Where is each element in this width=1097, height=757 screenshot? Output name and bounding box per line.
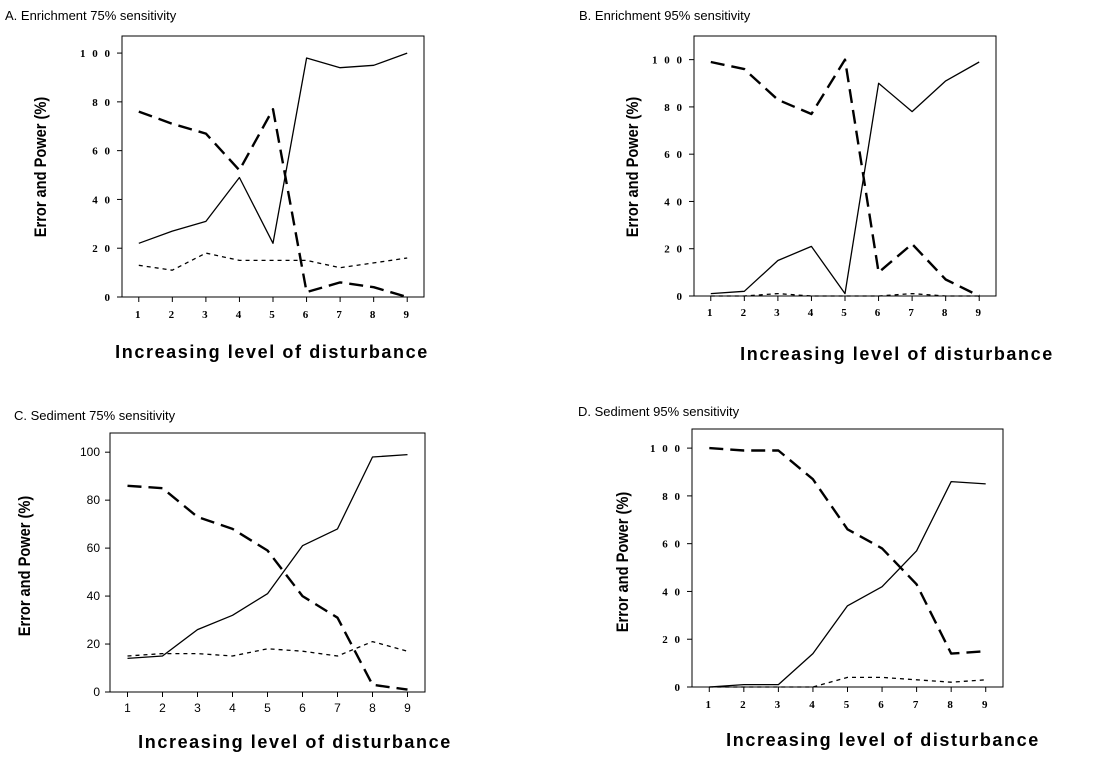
x-tick-label: 4 bbox=[809, 699, 817, 711]
y-tick-label: 2 0 bbox=[92, 243, 112, 255]
y-tick-label: 8 0 bbox=[664, 102, 684, 114]
x-tick-label: 2 bbox=[741, 307, 749, 319]
y-tick-label: 6 0 bbox=[662, 539, 682, 551]
y-tick-label: 6 0 bbox=[92, 146, 112, 158]
chart-panel-b: B. Enrichment 95% sensitivity Error and P… bbox=[579, 8, 1054, 364]
y-tick-label: 1 0 0 bbox=[652, 55, 684, 67]
x-tick-label: 7 bbox=[913, 699, 921, 711]
y-tick-label: 1 0 0 bbox=[650, 443, 682, 455]
x-tick-label: 7 bbox=[334, 701, 341, 715]
y-tick-label: 20 bbox=[87, 637, 101, 651]
x-tick-label: 5 bbox=[841, 307, 849, 319]
x-tick-label: 5 bbox=[264, 701, 271, 715]
series-line-long-dash bbox=[709, 446, 986, 655]
y-tick-label: 0 bbox=[675, 682, 683, 694]
chart-panel-c: C. Sediment 75% sensitivity Error and Pow… bbox=[14, 408, 452, 752]
y-axis-title: Error and Power (%) bbox=[624, 97, 642, 237]
series-line-long-dash bbox=[710, 58, 980, 298]
x-tick-label: 2 bbox=[740, 699, 748, 711]
plot-area-frame bbox=[121, 35, 425, 298]
x-tick-label: 4 bbox=[229, 701, 236, 715]
x-tick-label: 4 bbox=[808, 307, 816, 319]
series-line-solid bbox=[710, 61, 980, 295]
x-tick-label: 2 bbox=[159, 701, 166, 715]
x-tick-label: 5 bbox=[844, 699, 852, 711]
series-line-solid bbox=[127, 453, 408, 660]
x-tick-label: 2 bbox=[169, 309, 177, 321]
series-line-solid bbox=[138, 52, 408, 244]
y-tick-label: 80 bbox=[87, 493, 101, 507]
plot-area-frame bbox=[691, 428, 1004, 688]
series-line-long-dash bbox=[138, 107, 408, 299]
x-tick-label: 8 bbox=[942, 307, 950, 319]
y-axis-title: Error and Power (%) bbox=[16, 496, 34, 636]
x-tick-label: 7 bbox=[336, 309, 344, 321]
y-tick-label: 2 0 bbox=[664, 244, 684, 256]
y-tick-label: 4 0 bbox=[662, 586, 682, 598]
x-axis-title: Increasing level of disturbance bbox=[138, 732, 452, 752]
y-tick-label: 60 bbox=[87, 541, 101, 555]
series-line-solid bbox=[709, 480, 986, 688]
series-line-short-dash bbox=[709, 676, 986, 688]
y-tick-label: 100 bbox=[80, 445, 100, 459]
x-tick-label: 6 bbox=[303, 309, 311, 321]
plot-area-frame bbox=[693, 35, 997, 297]
x-tick-label: 9 bbox=[404, 701, 411, 715]
y-tick-label: 8 0 bbox=[662, 491, 682, 503]
y-axis-title: Error and Power (%) bbox=[32, 97, 50, 237]
y-tick-label: 0 bbox=[677, 291, 685, 303]
series-line-long-dash bbox=[127, 484, 408, 691]
x-tick-label: 6 bbox=[299, 701, 306, 715]
series-line-short-dash bbox=[127, 640, 408, 657]
x-tick-label: 3 bbox=[202, 309, 210, 321]
x-tick-label: 5 bbox=[269, 309, 277, 321]
x-tick-label: 6 bbox=[878, 699, 886, 711]
y-tick-label: 6 0 bbox=[664, 149, 684, 161]
panel-title: B. Enrichment 95% sensitivity bbox=[579, 8, 751, 23]
panel-title: C. Sediment 75% sensitivity bbox=[14, 408, 176, 423]
x-axis-title: Increasing level of disturbance bbox=[726, 730, 1040, 750]
y-tick-label: 2 0 bbox=[662, 634, 682, 646]
x-tick-label: 9 bbox=[975, 307, 983, 319]
panel-title: D. Sediment 95% sensitivity bbox=[578, 404, 740, 419]
x-tick-label: 1 bbox=[706, 699, 714, 711]
x-tick-label: 1 bbox=[707, 307, 715, 319]
series-line-short-dash bbox=[710, 292, 980, 297]
x-tick-label: 4 bbox=[236, 309, 244, 321]
panel-title: A. Enrichment 75% sensitivity bbox=[5, 8, 177, 23]
plot-area-frame bbox=[109, 432, 426, 693]
x-tick-label: 3 bbox=[775, 699, 783, 711]
chart-panel-d: D. Sediment 95% sensitivity Error and Pow… bbox=[578, 404, 1040, 750]
y-tick-label: 4 0 bbox=[664, 196, 684, 208]
y-tick-label: 4 0 bbox=[92, 194, 112, 206]
x-tick-label: 1 bbox=[124, 701, 131, 715]
x-tick-label: 3 bbox=[774, 307, 782, 319]
y-axis-title: Error and Power (%) bbox=[614, 492, 632, 632]
series-line-short-dash bbox=[138, 252, 408, 271]
y-tick-label: 1 0 0 bbox=[80, 48, 112, 60]
x-axis-title: Increasing level of disturbance bbox=[115, 342, 429, 362]
y-tick-label: 8 0 bbox=[92, 97, 112, 109]
x-axis-title: Increasing level of disturbance bbox=[740, 344, 1054, 364]
x-tick-label: 3 bbox=[194, 701, 201, 715]
x-tick-label: 8 bbox=[370, 309, 378, 321]
x-tick-label: 6 bbox=[875, 307, 883, 319]
y-tick-label: 0 bbox=[93, 685, 100, 699]
x-tick-label: 1 bbox=[135, 309, 143, 321]
chart-panel-a: A. Enrichment 75% sensitivity Error and P… bbox=[5, 8, 429, 362]
x-tick-label: 7 bbox=[908, 307, 916, 319]
y-tick-label: 0 bbox=[105, 292, 113, 304]
x-tick-label: 8 bbox=[369, 701, 376, 715]
y-tick-label: 40 bbox=[87, 589, 101, 603]
x-tick-label: 8 bbox=[947, 699, 955, 711]
x-tick-label: 9 bbox=[982, 699, 990, 711]
x-tick-label: 9 bbox=[403, 309, 411, 321]
